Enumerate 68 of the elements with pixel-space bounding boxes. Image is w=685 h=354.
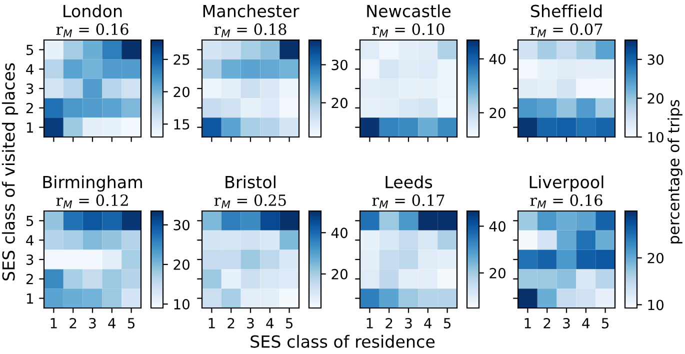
color-bar-label: 40 bbox=[489, 54, 506, 64]
color-bar-label: 25 bbox=[174, 54, 190, 65]
y-tick-label: 3 bbox=[26, 83, 34, 94]
x-tick-label: 1 bbox=[366, 318, 373, 328]
x-axis-title: SES class of residence bbox=[250, 334, 435, 348]
color-bar-label: 15 bbox=[174, 119, 190, 130]
y-tick-label: 1 bbox=[26, 293, 33, 304]
color-bar-label: 10 bbox=[174, 299, 190, 310]
x-tick-label: 4 bbox=[424, 318, 432, 328]
chart-title: London bbox=[64, 4, 122, 18]
color-bar-label: 10 bbox=[648, 132, 664, 142]
chart-title: Birmingham bbox=[43, 175, 142, 192]
x-tick-label: 2 bbox=[70, 318, 76, 328]
x-tick-label: 4 bbox=[266, 318, 274, 328]
color-bar-label: 40 bbox=[489, 221, 506, 232]
color-bar-label: 30 bbox=[332, 60, 348, 70]
color-bar-label: 30 bbox=[648, 54, 664, 65]
x-tick-label: 4 bbox=[108, 318, 116, 328]
x-tick-label: 2 bbox=[544, 318, 550, 328]
x-tick-label: 1 bbox=[208, 318, 215, 328]
color-bar-label: 20 bbox=[490, 268, 506, 278]
x-tick-label: 5 bbox=[444, 318, 451, 328]
color-bar-label: 30 bbox=[174, 220, 190, 230]
chart-subtitle: r$_{M}$ = 0.25 bbox=[214, 194, 286, 208]
x-tick-label: 3 bbox=[563, 318, 570, 328]
color-bar-label: 20 bbox=[648, 252, 664, 264]
x-tick-label: 1 bbox=[524, 318, 531, 328]
x-tick-label: 3 bbox=[405, 318, 412, 328]
chart-subtitle: r$_{M}$ = 0.17 bbox=[372, 194, 444, 208]
color-bar-label: 20 bbox=[174, 259, 190, 270]
x-tick-label: 5 bbox=[128, 318, 135, 328]
chart-subtitle: r$_{M}$ = 0.18 bbox=[214, 23, 286, 38]
chart-subtitle: r$_{M}$ = 0.16 bbox=[56, 23, 128, 38]
chart-subtitle: r$_{M}$ = 0.10 bbox=[372, 23, 444, 38]
x-tick-label: 3 bbox=[89, 318, 96, 328]
x-tick-label: 5 bbox=[286, 318, 293, 328]
color-bar-label: 40 bbox=[331, 228, 348, 238]
color-bar-label: 20 bbox=[490, 108, 506, 118]
chart-title: Liverpool bbox=[530, 175, 604, 192]
x-tick-label: 2 bbox=[228, 318, 234, 328]
chart-title: Bristol bbox=[226, 175, 276, 188]
color-bar-label: 20 bbox=[648, 93, 664, 104]
chart-subtitle: r$_{M}$ = 0.12 bbox=[56, 194, 128, 208]
color-bar-label: 20 bbox=[332, 268, 348, 280]
y-tick-label: 5 bbox=[26, 216, 34, 226]
chart-subtitle: r$_{M}$ = 0.16 bbox=[530, 194, 602, 208]
color-bar-label: 20 bbox=[332, 98, 348, 108]
x-tick-label: 4 bbox=[582, 318, 590, 328]
y-tick-label: 2 bbox=[26, 102, 33, 114]
color-bar-title: percentage of trips bbox=[668, 100, 682, 244]
chart-title: Sheffield bbox=[530, 4, 602, 18]
x-tick-label: 5 bbox=[602, 318, 609, 328]
x-tick-label: 2 bbox=[386, 318, 392, 328]
y-axis-title: SES class of visited places bbox=[2, 63, 18, 280]
color-bar-label: 10 bbox=[648, 300, 664, 310]
y-tick-label: 5 bbox=[26, 44, 34, 56]
color-bar-label: 20 bbox=[174, 86, 190, 98]
chart-title: Leeds bbox=[386, 175, 432, 188]
chart-subtitle: r$_{M}$ = 0.07 bbox=[530, 23, 602, 38]
y-tick-label: 4 bbox=[26, 64, 34, 74]
y-tick-label: 3 bbox=[26, 254, 34, 265]
y-tick-label: 4 bbox=[26, 235, 34, 246]
x-tick-label: 1 bbox=[50, 318, 57, 328]
x-tick-label: 3 bbox=[247, 318, 254, 328]
y-tick-label: 1 bbox=[26, 122, 33, 133]
chart-title: Manchester bbox=[203, 4, 300, 18]
y-tick-label: 2 bbox=[26, 274, 33, 284]
chart-title: Newcastle bbox=[367, 4, 451, 18]
